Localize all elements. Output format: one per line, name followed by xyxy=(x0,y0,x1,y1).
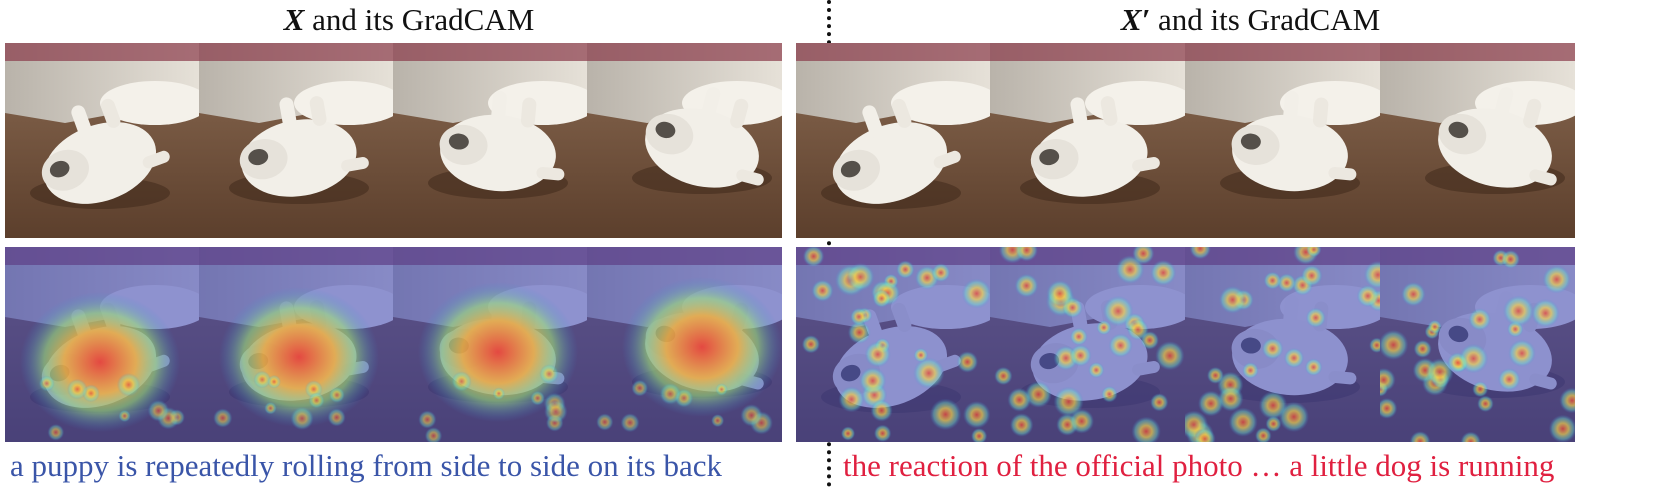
heatmap-icon xyxy=(796,247,991,442)
right-gradcam-frame-1 xyxy=(796,247,991,442)
dog-photo-icon xyxy=(587,43,782,238)
right-gradcam-frame-3 xyxy=(1185,247,1380,442)
left-gradcam-frame-3 xyxy=(393,247,588,442)
dog-photo-icon xyxy=(1380,43,1575,238)
right-video-frame-3 xyxy=(1185,43,1380,238)
right-panel-title: X′ and its GradCAM xyxy=(840,0,1661,40)
heatmap-icon xyxy=(5,247,200,442)
right-video-frame-4 xyxy=(1380,43,1575,238)
right-title-text: and its GradCAM xyxy=(1150,2,1381,37)
dog-photo-icon xyxy=(796,43,991,238)
heatmap-icon xyxy=(393,247,588,442)
left-gradcam-frame-4 xyxy=(587,247,782,442)
heatmap-icon xyxy=(1185,247,1380,442)
right-caption: the reaction of the official photo … a l… xyxy=(843,448,1555,483)
dog-photo-icon xyxy=(5,43,200,238)
left-gradcam-frame-2 xyxy=(199,247,394,442)
right-title-variable: X′ xyxy=(1120,2,1151,37)
heatmap-icon xyxy=(199,247,394,442)
dog-photo-icon xyxy=(393,43,588,238)
right-gradcam-frame-2 xyxy=(990,247,1185,442)
right-video-frame-1 xyxy=(796,43,991,238)
right-gradcam-frame-4 xyxy=(1380,247,1575,442)
dog-photo-icon xyxy=(199,43,394,238)
right-video-frame-2 xyxy=(990,43,1185,238)
left-caption: a puppy is repeatedly rolling from side … xyxy=(10,448,722,483)
left-title-text: and its GradCAM xyxy=(304,2,535,37)
heatmap-icon xyxy=(990,247,1185,442)
dog-photo-icon xyxy=(1185,43,1380,238)
panel-divider xyxy=(827,0,831,487)
left-gradcam-frame-1 xyxy=(5,247,200,442)
left-video-frame-3 xyxy=(393,43,588,238)
left-video-frame-1 xyxy=(5,43,200,238)
heatmap-icon xyxy=(1380,247,1575,442)
left-video-frame-4 xyxy=(587,43,782,238)
left-video-frame-2 xyxy=(199,43,394,238)
left-title-variable: X xyxy=(283,2,305,37)
dog-photo-icon xyxy=(990,43,1185,238)
left-panel-title: X and its GradCAM xyxy=(0,0,818,40)
heatmap-icon xyxy=(587,247,782,442)
